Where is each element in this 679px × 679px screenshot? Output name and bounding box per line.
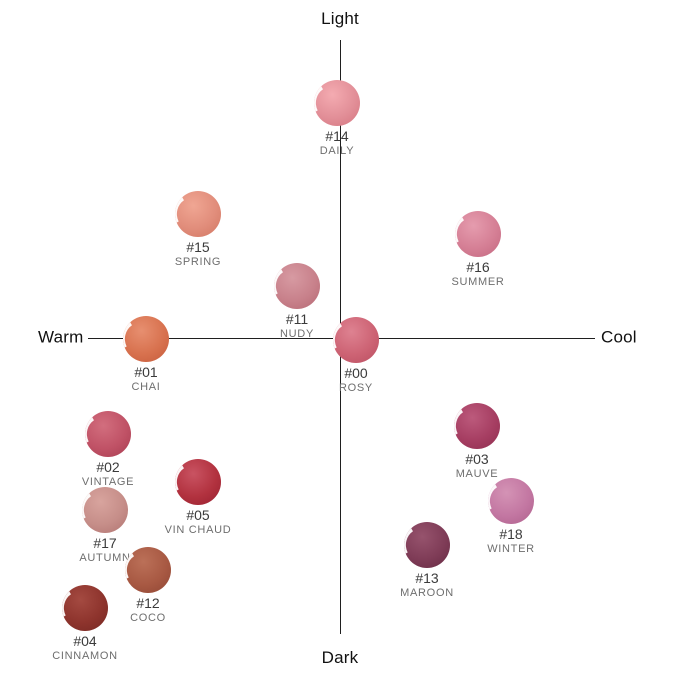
color-swatch	[85, 411, 131, 457]
color-swatch	[82, 487, 128, 533]
swatch-name: VINTAGE	[81, 476, 135, 488]
swatch-id: #18	[499, 526, 523, 542]
swatch-name: NUDY	[280, 328, 314, 340]
gloss-highlight-icon	[333, 317, 371, 363]
gloss-highlight-icon	[404, 522, 442, 568]
swatch-id: #00	[344, 365, 368, 381]
swatch-id: #02	[96, 459, 120, 475]
color-swatch	[333, 317, 379, 363]
swatch-id: #17	[93, 535, 117, 551]
swatch-name: WINTER	[487, 543, 535, 555]
color-swatch	[314, 80, 360, 126]
swatch-name: ROSY	[339, 382, 373, 394]
swatch-name: AUTUMN	[79, 552, 131, 564]
axis-label-warm: Warm	[38, 327, 84, 347]
color-swatch	[175, 191, 221, 237]
gloss-highlight-icon	[274, 263, 312, 309]
color-swatch	[175, 459, 221, 505]
axis-label-cool: Cool	[601, 327, 637, 347]
swatch-name: SUMMER	[451, 276, 505, 288]
swatch-id: #04	[73, 633, 97, 649]
swatch-name: MAROON	[400, 587, 454, 599]
gloss-highlight-icon	[314, 80, 352, 126]
color-swatch	[455, 211, 501, 257]
swatch-name: VIN CHAUD	[164, 524, 232, 536]
swatch-name: DAILY	[319, 145, 355, 157]
color-swatch	[62, 585, 108, 631]
gloss-highlight-icon	[62, 585, 100, 631]
swatch-id: #05	[186, 507, 210, 523]
gloss-highlight-icon	[454, 403, 492, 449]
gloss-highlight-icon	[123, 316, 161, 362]
swatch-id: #13	[415, 570, 439, 586]
axis-label-dark: Dark	[321, 648, 359, 667]
swatch-name: CHAI	[131, 381, 161, 393]
color-swatch	[454, 403, 500, 449]
gloss-highlight-icon	[488, 478, 526, 524]
swatch-id: #16	[466, 259, 490, 275]
gloss-highlight-icon	[125, 547, 163, 593]
swatch-name: SPRING	[174, 256, 222, 268]
color-swatch	[125, 547, 171, 593]
swatch-id: #14	[325, 128, 349, 144]
gloss-highlight-icon	[82, 487, 120, 533]
color-swatch	[404, 522, 450, 568]
color-swatch	[274, 263, 320, 309]
gloss-highlight-icon	[175, 191, 213, 237]
color-swatch	[123, 316, 169, 362]
swatch-id: #12	[136, 595, 160, 611]
swatch-name: CINNAMON	[52, 650, 118, 662]
swatch-id: #03	[465, 451, 489, 467]
gloss-highlight-icon	[455, 211, 493, 257]
swatch-name: MAUVE	[455, 468, 499, 480]
axis-label-light: Light	[321, 9, 359, 28]
color-swatch	[488, 478, 534, 524]
gloss-highlight-icon	[175, 459, 213, 505]
swatch-id: #11	[285, 311, 309, 327]
swatch-id: #01	[134, 364, 158, 380]
swatch-id: #15	[186, 239, 210, 255]
gloss-highlight-icon	[85, 411, 123, 457]
swatch-name: COCO	[130, 612, 166, 624]
